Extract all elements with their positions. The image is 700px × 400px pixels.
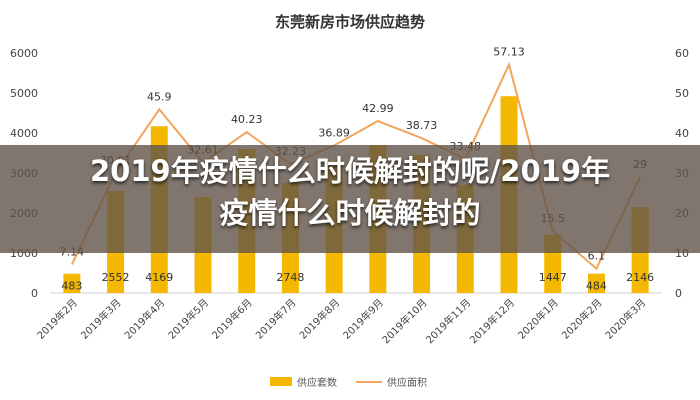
y-left-tick: 0 xyxy=(31,287,38,300)
x-tick-label: 2019年10月 xyxy=(379,296,429,346)
legend-label-bar: 供应套数 xyxy=(297,376,337,389)
line-value-label: 38.73 xyxy=(406,119,438,132)
x-tick-label: 2020年2月 xyxy=(559,296,605,342)
x-tick-label: 2019年3月 xyxy=(78,296,124,342)
bar-value-label: 2748 xyxy=(276,271,304,284)
x-tick-label: 2020年1月 xyxy=(515,296,561,342)
bar-value-label: 4169 xyxy=(145,271,173,284)
y-left-tick: 4000 xyxy=(10,127,38,140)
y-right-tick: 50 xyxy=(675,87,689,100)
overlay-line-1: 2019年疫情什么时候解封的呢/2019年 xyxy=(89,154,611,188)
bar-value-label: 484 xyxy=(586,280,607,293)
y-left-tick: 5000 xyxy=(10,87,38,100)
legend-swatch-bar xyxy=(270,377,292,386)
bar-value-label: 483 xyxy=(61,280,82,293)
overlay-headline: 2019年疫情什么时候解封的呢/2019年 疫情什么时候解封的 xyxy=(20,150,680,234)
line-value-label: 40.23 xyxy=(231,113,263,126)
x-tick-label: 2019年6月 xyxy=(209,296,255,342)
x-tick-label: 2019年9月 xyxy=(340,296,386,342)
line-value-label: 36.89 xyxy=(318,126,350,139)
bar-value-label: 2552 xyxy=(102,271,130,284)
line-value-label: 57.13 xyxy=(493,45,525,58)
x-tick-label: 2019年11月 xyxy=(423,296,473,346)
legend: 供应套数 供应面积 xyxy=(270,376,427,389)
x-tick-label: 2019年2月 xyxy=(34,296,80,342)
x-tick-label: 2019年7月 xyxy=(253,296,299,342)
y-left-tick: 6000 xyxy=(10,47,38,60)
bar xyxy=(587,273,605,293)
x-tick-label: 2019年4月 xyxy=(122,296,168,342)
y-right-tick: 60 xyxy=(675,47,689,60)
bar-value-label: 1447 xyxy=(539,271,567,284)
x-tick-label: 2019年5月 xyxy=(165,296,211,342)
bar-value-label: 2146 xyxy=(626,271,654,284)
bar xyxy=(63,273,81,293)
line-value-label: 42.99 xyxy=(362,102,394,115)
legend-label-line: 供应面积 xyxy=(387,376,427,389)
y-right-tick: 0 xyxy=(675,287,682,300)
x-tick-label: 2019年12月 xyxy=(467,296,517,346)
chart-title: 东莞新房市场供应趋势 xyxy=(275,13,425,31)
overlay-line-2: 疫情什么时候解封的 xyxy=(219,196,481,230)
x-tick-label: 2020年3月 xyxy=(602,296,648,342)
x-tick-label: 2019年8月 xyxy=(296,296,342,342)
y-right-tick: 40 xyxy=(675,127,689,140)
overlay-banner xyxy=(0,145,700,253)
line-value-label: 45.9 xyxy=(147,90,172,103)
